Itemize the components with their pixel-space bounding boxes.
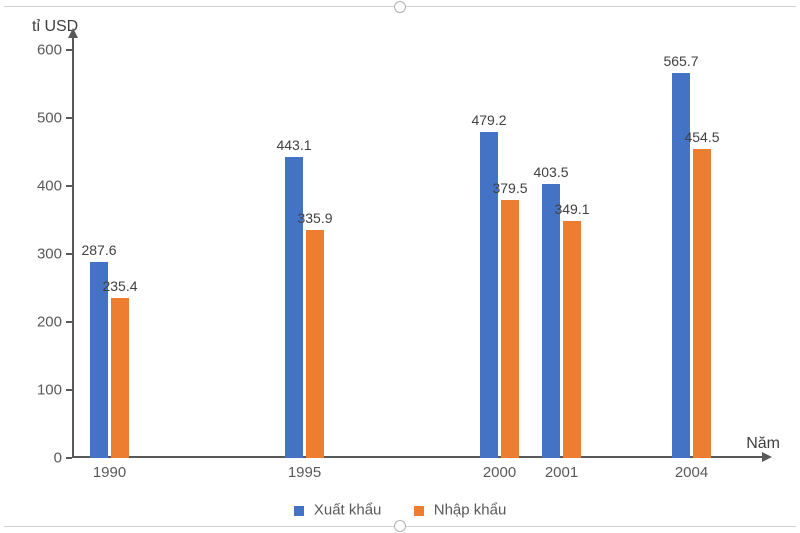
x-axis-line	[72, 456, 764, 458]
y-tick	[66, 457, 72, 459]
resize-handle-top[interactable]	[394, 1, 406, 13]
y-tick	[66, 253, 72, 255]
bar-value-label: 403.5	[531, 164, 571, 180]
bar-value-label: 335.9	[295, 210, 335, 226]
y-tick-label: 200	[22, 314, 62, 331]
bar-value-label: 454.5	[682, 129, 722, 145]
legend-label-export: Xuất khẩu	[314, 502, 382, 519]
legend-swatch-export	[294, 506, 304, 516]
y-tick-label: 600	[22, 42, 62, 59]
y-axis-line	[72, 36, 74, 458]
resize-handle-bottom[interactable]	[394, 520, 406, 532]
y-tick	[66, 321, 72, 323]
legend: Xuất khẩu Nhập khẩu	[0, 501, 800, 519]
bar-value-label: 287.6	[79, 242, 119, 258]
bar-value-label: 565.7	[661, 53, 701, 69]
bar-export	[285, 157, 303, 458]
y-tick-label: 0	[22, 450, 62, 467]
chart-container: tỉ USD Năm 0100200300400500600 287.6235.…	[0, 0, 800, 533]
x-axis-arrow	[762, 452, 772, 462]
plot-area: 0100200300400500600 287.6235.41990443.13…	[72, 50, 752, 458]
bar-value-label: 235.4	[100, 278, 140, 294]
y-tick-label: 300	[22, 246, 62, 263]
y-tick	[66, 49, 72, 51]
y-tick	[66, 389, 72, 391]
y-tick-label: 400	[22, 178, 62, 195]
legend-item-import: Nhập khẩu	[414, 501, 507, 519]
bar-import	[501, 200, 519, 458]
x-category-label: 1995	[280, 464, 330, 481]
bar-value-label: 479.2	[469, 112, 509, 128]
y-tick	[66, 185, 72, 187]
legend-swatch-import	[414, 506, 424, 516]
legend-item-export: Xuất khẩu	[294, 501, 382, 519]
x-category-label: 1990	[85, 464, 135, 481]
bar-export	[542, 184, 560, 458]
y-tick-label: 500	[22, 110, 62, 127]
x-category-label: 2004	[667, 464, 717, 481]
bar-value-label: 379.5	[490, 180, 530, 196]
y-tick-label: 100	[22, 382, 62, 399]
y-tick	[66, 117, 72, 119]
bar-import	[563, 221, 581, 458]
x-category-label: 2001	[537, 464, 587, 481]
x-category-label: 2000	[475, 464, 525, 481]
bar-import	[306, 230, 324, 458]
legend-label-import: Nhập khẩu	[434, 502, 507, 519]
bar-import	[693, 149, 711, 458]
bar-import	[111, 298, 129, 458]
bar-value-label: 443.1	[274, 137, 314, 153]
bar-value-label: 349.1	[552, 201, 592, 217]
y-axis-arrow	[68, 28, 78, 38]
